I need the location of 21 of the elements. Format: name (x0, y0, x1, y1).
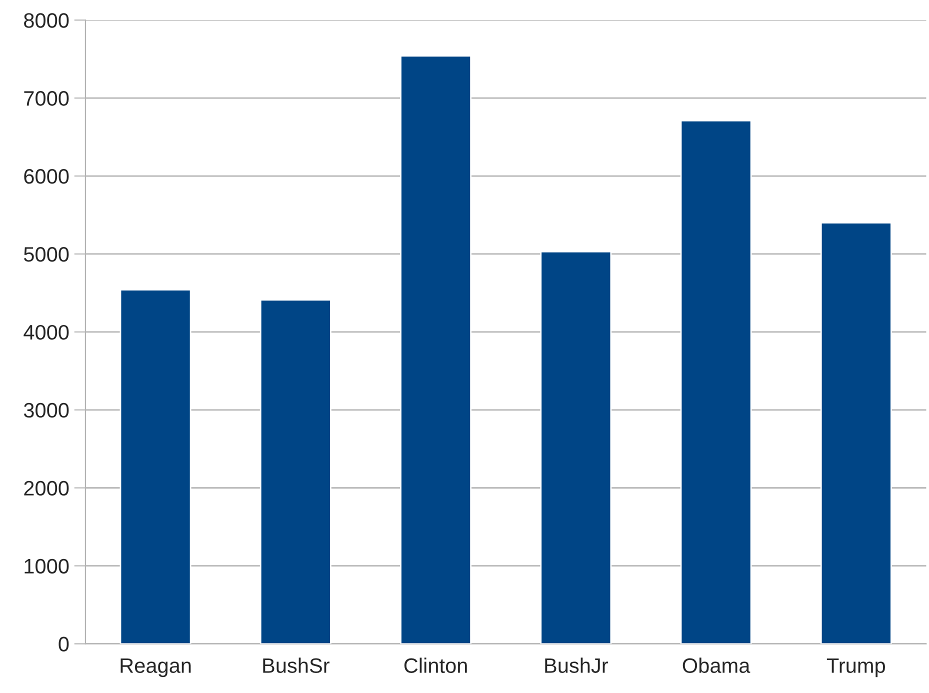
x-tick-label: Reagan (120, 658, 191, 678)
y-tick-label: 8000 (24, 13, 69, 28)
bar (400, 55, 472, 644)
y-tick-label: 3000 (24, 402, 69, 418)
bar (120, 289, 192, 644)
bar (680, 120, 752, 644)
x-tick-label: BushSr (263, 658, 330, 673)
bar (260, 299, 332, 644)
x-tick-label: BushJr (545, 658, 608, 673)
y-tick-label: 5000 (24, 246, 69, 262)
y-tick-label: 1000 (24, 558, 69, 574)
y-tick-label: 2000 (24, 480, 69, 496)
x-tick-label: Clinton (404, 658, 467, 673)
x-tick-label: Obama (682, 658, 750, 673)
y-tick-label: 0 (58, 636, 69, 652)
y-tick-label: 6000 (24, 169, 69, 184)
y-tick-label: 4000 (24, 324, 69, 340)
x-tick-label: Trump (826, 658, 885, 678)
bar (820, 222, 892, 644)
bar (540, 250, 612, 644)
y-tick-label: 7000 (24, 91, 69, 106)
